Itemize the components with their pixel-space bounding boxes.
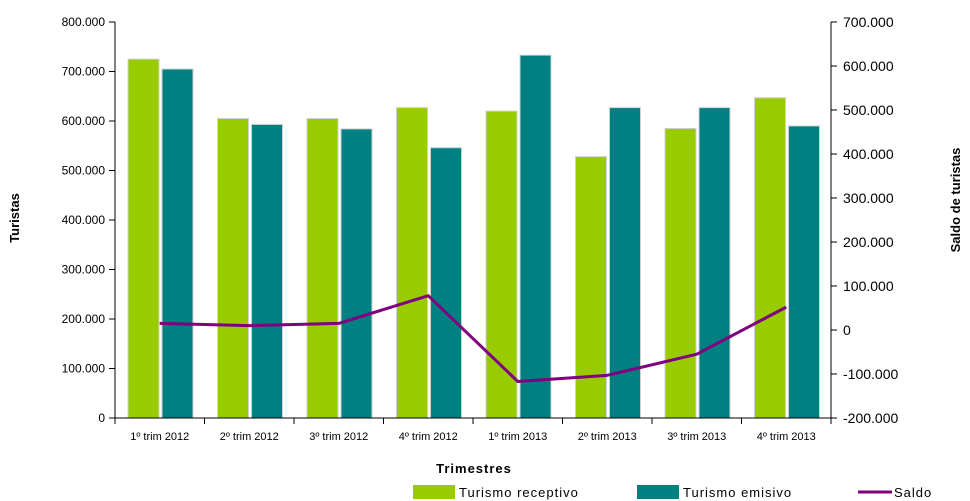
- bar-receptivo: [485, 110, 518, 419]
- left-tick-label: 600.000: [62, 114, 106, 128]
- category-ticks: 1º trim 2012 2º trim 2012 3º trim 2012 4º t…: [114, 418, 832, 443]
- right-tick-label: 500.000: [843, 102, 894, 118]
- legend-label: Turismo emisivo: [683, 485, 792, 500]
- right-ticks: -200.000 -100.000 0 100.000 200.000 300.000 40…: [831, 14, 898, 426]
- bar-emisivo: [519, 54, 552, 419]
- right-tick-label: 0: [843, 322, 851, 338]
- category-label: 1º trim 2012: [130, 431, 189, 443]
- legend-swatch: [637, 485, 679, 499]
- bars-layer: [127, 54, 820, 419]
- left-tick-label: 200.000: [62, 312, 106, 326]
- left-tick-label: 100.000: [62, 362, 106, 376]
- saldo-line: [159, 294, 787, 383]
- left-tick-label: 500.000: [62, 164, 106, 178]
- category-label: 4º trim 2012: [399, 431, 458, 443]
- category-label: 2º trim 2012: [220, 431, 279, 443]
- category-label: 1º trim 2013: [488, 431, 547, 443]
- category-label: 4º trim 2013: [757, 431, 816, 443]
- bar-emisivo: [609, 107, 641, 419]
- bar-emisivo: [788, 125, 820, 419]
- bar-receptivo: [575, 156, 607, 419]
- left-tick-label: 0: [98, 411, 105, 425]
- right-tick-label: 200.000: [843, 234, 894, 250]
- right-tick-label: 400.000: [843, 146, 894, 162]
- y-axis-title: Turistas: [7, 193, 22, 243]
- bar-emisivo: [698, 107, 731, 419]
- category-label: 3º trim 2013: [667, 431, 726, 443]
- bar-receptivo: [664, 127, 697, 419]
- bar-receptivo: [127, 58, 160, 419]
- bar-emisivo: [251, 123, 283, 419]
- right-tick-label: -100.000: [843, 366, 898, 382]
- left-tick-label: 300.000: [62, 263, 106, 277]
- bar-emisivo: [430, 147, 462, 419]
- bar-receptivo: [306, 118, 339, 419]
- legend-swatch: [413, 485, 455, 499]
- legend: Turismo receptivo Turismo emisivo Saldo: [413, 485, 932, 500]
- bar-receptivo: [754, 97, 786, 419]
- category-label: 3º trim 2012: [309, 431, 368, 443]
- category-label: 2º trim 2013: [578, 431, 637, 443]
- legend-label: Turismo receptivo: [459, 485, 579, 500]
- left-ticks: 0 100.000 200.000 300.000 400.000 500.000 600.…: [62, 15, 115, 425]
- y2-axis-title: Saldo de turistas: [948, 148, 963, 253]
- line-layer: [159, 294, 787, 383]
- left-tick-label: 400.000: [62, 213, 106, 227]
- bar-emisivo: [340, 128, 373, 419]
- left-tick-label: 800.000: [62, 15, 106, 29]
- bar-receptivo: [217, 118, 249, 419]
- bar-emisivo: [161, 68, 194, 419]
- legend-label: Saldo: [894, 485, 932, 500]
- x-axis-title: Trimestres: [436, 461, 512, 476]
- right-tick-label: 300.000: [843, 190, 894, 206]
- right-tick-label: 100.000: [843, 278, 894, 294]
- right-tick-label: -200.000: [843, 410, 898, 426]
- right-tick-label: 600.000: [843, 58, 894, 74]
- bar-receptivo: [396, 107, 428, 419]
- left-tick-label: 700.000: [62, 65, 106, 79]
- right-tick-label: 700.000: [843, 14, 894, 30]
